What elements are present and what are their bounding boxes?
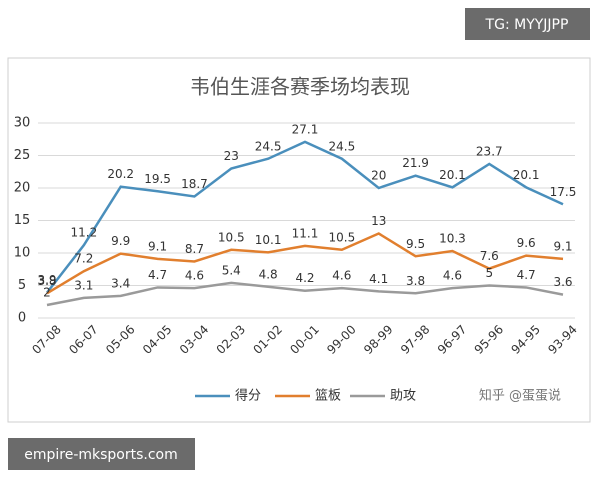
series-line	[46, 140, 564, 294]
data-label: 4.6	[332, 269, 351, 283]
data-label: 18.7	[181, 177, 208, 191]
data-label: 20.1	[513, 168, 540, 182]
data-label: 17.5	[550, 185, 577, 199]
data-label: 3.8	[406, 274, 425, 288]
data-label: 3.4	[111, 276, 130, 290]
legend-label: 篮板	[315, 389, 341, 404]
y-tick-label: 0	[18, 311, 26, 326]
legend-label: 助攻	[390, 389, 416, 404]
y-tick-label: 20	[14, 181, 31, 196]
data-label: 24.5	[255, 139, 282, 153]
data-label: 4.8	[259, 267, 278, 281]
data-label: 20	[371, 169, 386, 183]
top-tag-box	[465, 8, 590, 40]
data-label: 9.9	[111, 234, 130, 248]
data-label: 4.6	[443, 269, 462, 283]
data-label: 20.2	[107, 167, 134, 181]
data-label: 11.2	[70, 226, 97, 240]
data-label: 10.1	[255, 233, 282, 247]
series-line	[46, 232, 564, 295]
data-label: 19.5	[144, 172, 171, 186]
chart-title: 韦伯生涯各赛季场均表现	[190, 75, 410, 99]
data-label: 8.7	[185, 242, 204, 256]
data-label: 23	[224, 149, 239, 163]
data-label: 9.1	[553, 239, 572, 253]
y-tick-label: 25	[14, 148, 31, 163]
data-label: 4.1	[369, 272, 388, 286]
data-label: 5	[485, 266, 493, 280]
data-label: 9.6	[517, 236, 536, 250]
y-tick-label: 15	[14, 213, 31, 228]
data-label: 27.1	[292, 122, 319, 136]
data-label: 4.6	[185, 269, 204, 283]
data-label: 2	[43, 286, 51, 300]
data-label: 3.6	[553, 275, 572, 289]
data-label: 20.1	[439, 168, 466, 182]
data-label: 11.1	[292, 226, 319, 240]
top-tag: TG: MYYJJPP	[485, 17, 569, 33]
y-tick-label: 30	[14, 116, 31, 131]
series-line	[46, 281, 564, 307]
data-label: 5.4	[222, 263, 241, 277]
legend-label: 得分	[235, 388, 261, 404]
y-tick-label: 10	[14, 246, 31, 261]
chart-frame	[7, 57, 591, 423]
data-label: 3.1	[74, 278, 93, 292]
data-label: 24.5	[328, 139, 355, 153]
data-label: 10.5	[218, 230, 245, 244]
data-label: 7.6	[480, 249, 499, 263]
data-label: 23.7	[476, 144, 503, 158]
data-label: 13	[371, 214, 386, 228]
data-label: 7.2	[74, 252, 93, 266]
data-label: 21.9	[402, 156, 429, 170]
bottom-tag-box	[8, 438, 195, 470]
data-label: 10.3	[439, 232, 466, 246]
y-tick-label: 5	[18, 278, 26, 293]
data-label: 9.5	[406, 237, 425, 251]
data-label: 4.2	[295, 271, 314, 285]
data-label: 3.9	[37, 273, 56, 287]
data-label: 3.8	[37, 274, 56, 288]
data-label: 10.5	[328, 230, 355, 244]
data-label: 4.7	[148, 268, 167, 282]
data-label: 9.1	[148, 239, 167, 253]
bottom-tag: empire-mksports.com	[24, 447, 178, 463]
data-label: 4.7	[517, 268, 536, 282]
source: 知乎 @蛋蛋说	[479, 388, 561, 404]
